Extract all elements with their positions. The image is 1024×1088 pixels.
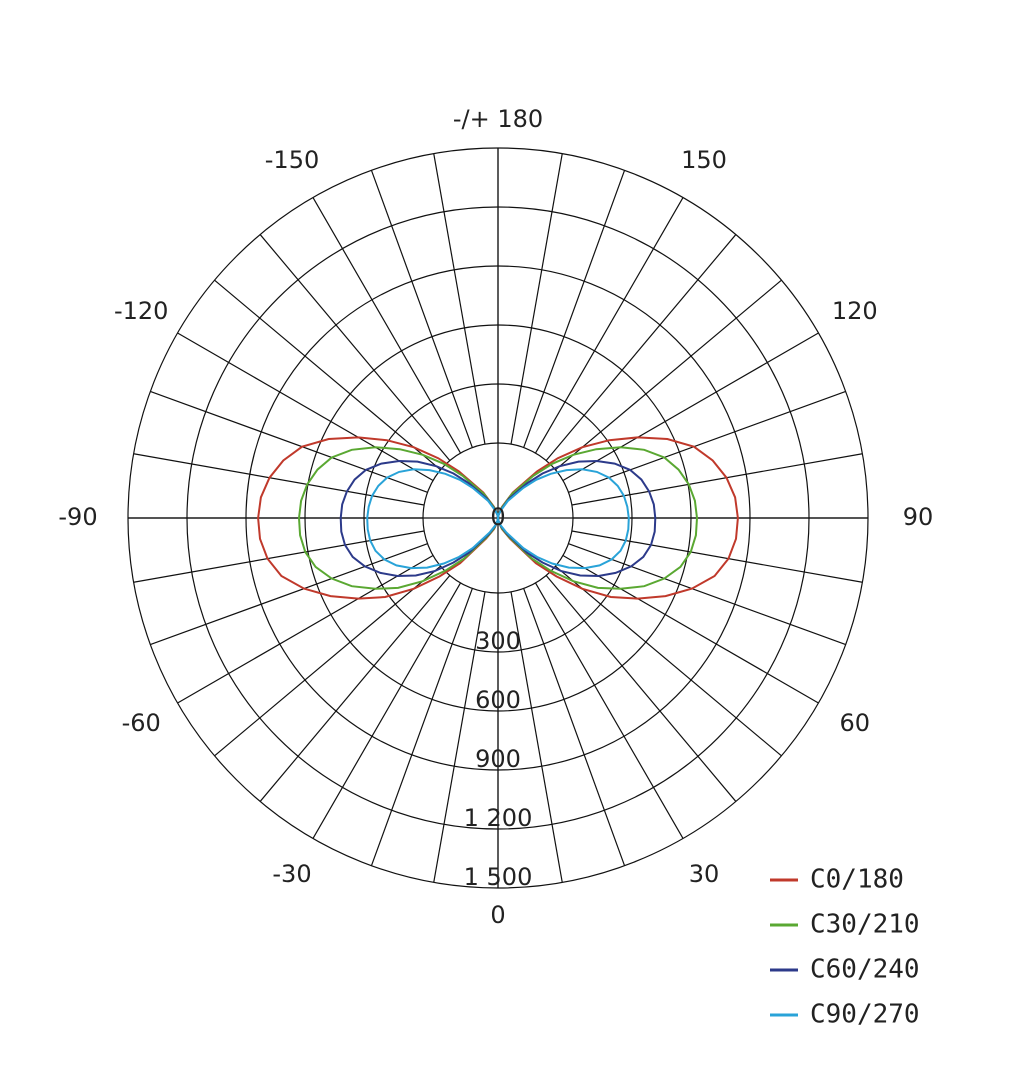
grid-spoke [523,170,626,448]
radial-tick-label: 900 [475,745,521,773]
grid-spoke [150,543,428,646]
grid-spoke [571,453,863,506]
grid-spoke [571,530,863,583]
grid-spoke [555,279,782,471]
grid-spoke [214,279,441,471]
angle-label: -90 [58,503,97,531]
series-curve-C90-270 [366,468,630,570]
grid-spoke [545,575,737,802]
grid-spoke [133,453,425,506]
angle-label: -150 [265,146,319,174]
radial-tick-label: 1 500 [464,863,533,891]
legend-label: C90/270 [810,1000,920,1030]
angle-label: 120 [832,297,878,325]
angle-label: 0 [490,901,505,929]
radial-tick-label: 600 [475,686,521,714]
grid-spoke [534,197,684,454]
angle-label: -120 [114,297,168,325]
grid-spoke [259,234,451,461]
grid-spoke [259,575,451,802]
legend-label: C0/180 [810,865,904,895]
angle-label: 90 [903,503,934,531]
series-layer [257,436,739,600]
angle-label: 60 [840,709,871,737]
grid-spoke [555,565,782,757]
grid-spoke [510,153,563,445]
polar-grid [127,147,869,889]
grid-spoke [312,197,462,454]
legend-label: C30/210 [810,910,920,940]
grid-spoke [545,234,737,461]
angle-label: 150 [681,146,727,174]
legend: C0/180 C30/210 C60/240 C90/270 [770,865,920,1030]
radial-tick-label: 1 200 [464,804,533,832]
grid-spoke [562,332,819,482]
grid-spoke [534,582,684,839]
grid-spoke [433,153,486,445]
grid-spoke [133,530,425,583]
radial-tick-label: 300 [475,627,521,655]
angle-label: -/+ 180 [453,105,543,133]
radial-tick-labels: 0 300 600 900 1 200 1 500 [464,503,533,891]
grid-spoke [562,554,819,704]
angle-label: 30 [689,860,720,888]
grid-spoke [568,390,846,493]
grid-spoke [150,390,428,493]
grid-spoke [312,582,462,839]
radial-tick-label: 0 [490,503,505,531]
angle-label: -60 [122,709,161,737]
angle-label: -30 [272,860,311,888]
grid-spoke [510,591,563,883]
grid-spoke [214,565,441,757]
grid-spoke [177,332,434,482]
grid-spoke [177,554,434,704]
grid-spoke [523,588,626,866]
grid-spoke [370,170,473,448]
angle-tick-labels: -/+ 180-150 150-120 120-90 90-60 60-30 300 [58,105,933,929]
legend-label: C60/240 [810,955,920,985]
grid-spoke [433,591,486,883]
grid-spoke [568,543,846,646]
grid-spoke [370,588,473,866]
